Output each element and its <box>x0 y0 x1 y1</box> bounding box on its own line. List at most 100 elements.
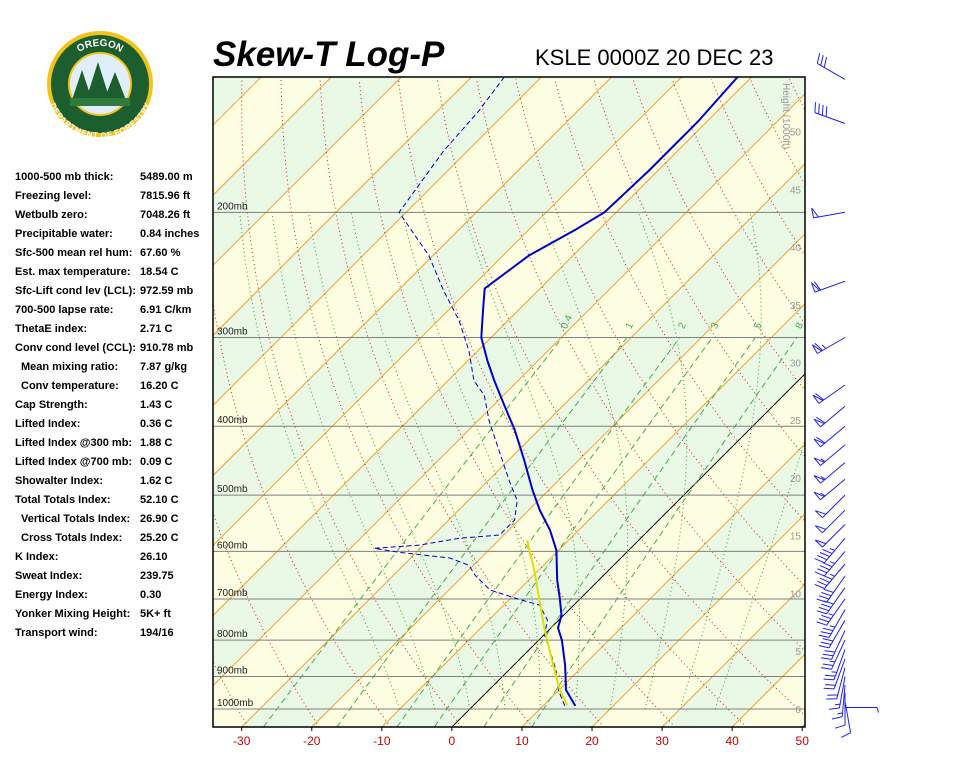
index-value: 972.59 mb <box>140 285 193 297</box>
index-label: Est. max temperature: <box>15 266 131 278</box>
x-tick-label: -20 <box>303 734 321 748</box>
dry-adiabat <box>829 79 960 727</box>
y2-axis-label: Height (1000ft) <box>780 83 791 149</box>
index-value: 25.20 C <box>140 532 179 544</box>
index-label: Sfc-500 mean rel hum: <box>15 247 132 259</box>
x-tick-label: 20 <box>585 734 599 748</box>
index-label: Mean mixing ratio: <box>21 361 118 373</box>
y-tick-label: 700mb <box>217 588 248 599</box>
y2-tick-label: 20 <box>790 474 802 485</box>
index-label: Freezing level: <box>15 190 91 202</box>
y-tick-label: 900mb <box>217 666 248 677</box>
wind-barb <box>834 693 846 729</box>
wind-barb <box>814 537 846 564</box>
index-value: 5489.00 m <box>140 171 193 183</box>
dry-adiabat <box>946 79 960 727</box>
wind-barb <box>840 701 852 738</box>
index-label: Vertical Totals Index: <box>21 513 130 525</box>
index-value: 0.30 <box>140 589 161 601</box>
isotherm <box>213 77 402 267</box>
wind-barb <box>831 684 846 720</box>
logo-top-text: OREGON <box>75 38 125 55</box>
wind-barb <box>814 509 846 534</box>
wind-barb <box>826 667 846 700</box>
y-tick-label: 400mb <box>217 415 248 426</box>
plot-background <box>213 77 960 727</box>
isotherm <box>872 77 960 727</box>
index-value: 1.88 C <box>140 437 172 449</box>
isotherm <box>213 77 752 617</box>
moist-adiabat <box>541 212 628 710</box>
isotherm <box>213 92 805 687</box>
temperature-band <box>213 93 805 727</box>
wind-barb <box>813 405 846 428</box>
dry-adiabat <box>515 79 805 587</box>
index-label: Lifted Index: <box>15 418 80 430</box>
index-label: Sfc-Lift cond lev (LCL): <box>15 285 136 297</box>
moist-adiabat <box>463 212 580 710</box>
mixing-ratio-line <box>433 337 713 727</box>
mixing-ratio-label: 8 <box>794 321 807 331</box>
y2-tick-label: 45 <box>790 185 802 196</box>
wind-barb <box>811 280 846 293</box>
chart-title: Skew-T Log-P <box>213 35 445 74</box>
index-label: Conv temperature: <box>21 380 119 392</box>
index-label: Wetbulb zero: <box>15 209 88 221</box>
x-tick-label: 50 <box>796 734 810 748</box>
y2-tick-label: 0 <box>795 705 801 716</box>
wind-barb <box>816 575 846 603</box>
sounding-line <box>374 77 566 707</box>
index-label: Conv cond level (CCL): <box>15 342 136 354</box>
sounding-line <box>480 77 739 707</box>
index-label: Transport wind: <box>15 627 98 639</box>
moist-adiabat <box>350 212 506 710</box>
dry-adiabat <box>213 299 391 727</box>
y2-tick-label: 10 <box>790 589 802 600</box>
isotherm <box>801 723 805 727</box>
mixing-ratio-line <box>483 337 756 727</box>
wind-barb <box>818 619 846 649</box>
dry-adiabat <box>280 79 534 727</box>
index-label: Sweat Index: <box>15 570 82 582</box>
x-tick-label: 0 <box>449 734 456 748</box>
index-label: Energy Index: <box>15 589 88 601</box>
logo-trees <box>72 62 126 100</box>
isotherm <box>661 583 805 727</box>
y2-tick-label: 30 <box>790 359 802 370</box>
logo-top: OREGON <box>75 38 125 55</box>
index-value: 16.20 C <box>140 380 179 392</box>
wind-barb <box>821 639 846 670</box>
index-value: 52.10 C <box>140 494 179 506</box>
index-label: Showalter Index: <box>15 475 103 487</box>
isotherm <box>213 77 542 407</box>
x-tick-label: 40 <box>725 734 739 748</box>
isotherm <box>381 303 805 727</box>
index-value: 7048.26 ft <box>140 209 190 221</box>
dry-adiabat <box>868 79 960 727</box>
wind-barb <box>814 494 846 519</box>
wind-barb <box>823 649 846 681</box>
index-value: 1.43 C <box>140 399 172 411</box>
y2-tick-label: 5 <box>795 647 801 658</box>
index-label: Cap Strength: <box>15 399 88 411</box>
moist-adiabat <box>239 212 401 710</box>
wind-barb <box>816 587 846 615</box>
mixing-ratio-line <box>263 337 563 727</box>
index-value: 5K+ ft <box>140 608 171 620</box>
index-value: 1.62 C <box>140 475 172 487</box>
plot-frame <box>212 76 806 728</box>
index-label: Total Totals Index: <box>15 494 111 506</box>
wind-barb <box>814 563 846 589</box>
x-tick-label: 10 <box>515 734 529 748</box>
dry-adiabat <box>437 79 805 717</box>
wind-barb <box>818 609 846 638</box>
y2-tick-label: 25 <box>790 416 802 427</box>
mixing-ratio-label: 0.4 <box>559 313 575 331</box>
isotherm <box>521 443 805 727</box>
isotherm <box>213 77 332 196</box>
wind-barb <box>811 337 846 354</box>
index-value: 239.75 <box>140 570 174 582</box>
wind-barb <box>813 425 846 448</box>
isotherm <box>213 77 472 337</box>
